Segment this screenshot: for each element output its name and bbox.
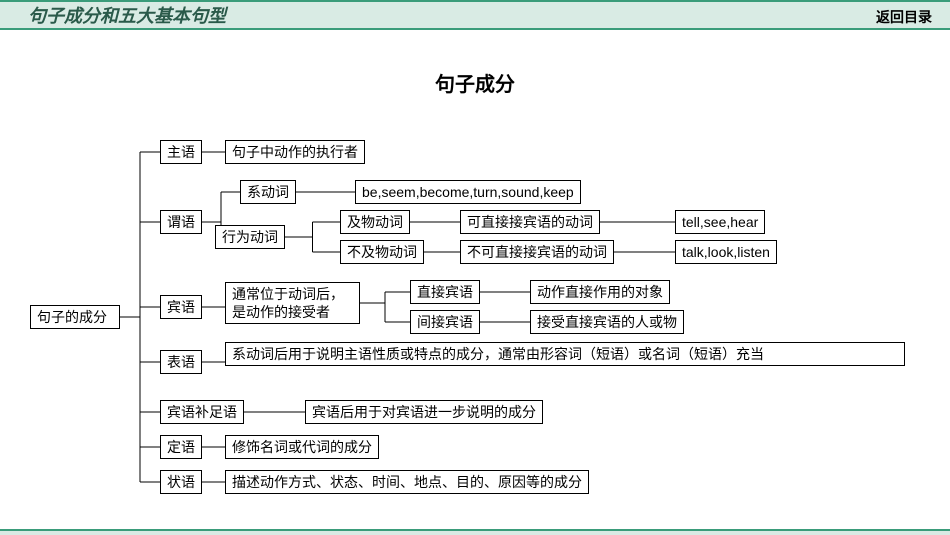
node-objcomp-desc: 宾语后用于对宾语进一步说明的成分 (305, 400, 543, 424)
node-actionverb: 行为动词 (215, 225, 285, 249)
node-subject-desc: 句子中动作的执行者 (225, 140, 365, 164)
header-bar: 句子成分和五大基本句型 返回目录 (0, 0, 950, 30)
node-directobj: 直接宾语 (410, 280, 480, 304)
node-adverbial-desc: 描述动作方式、状态、时间、地点、目的、原因等的成分 (225, 470, 589, 494)
node-object-desc: 通常位于动词后，是动作的接受者 (225, 282, 360, 324)
node-attributive: 定语 (160, 435, 202, 459)
node-intransitive-desc: 不可直接接宾语的动词 (460, 240, 614, 264)
node-subject: 主语 (160, 140, 202, 164)
footer-bar (0, 529, 950, 535)
node-root: 句子的成分 (30, 305, 120, 329)
node-object: 宾语 (160, 295, 202, 319)
back-link[interactable]: 返回目录 (876, 7, 932, 27)
node-directobj-desc: 动作直接作用的对象 (530, 280, 670, 304)
node-objcomp: 宾语补足语 (160, 400, 244, 424)
node-transitive-examples: tell,see,hear (675, 210, 765, 234)
node-intransitive: 不及物动词 (340, 240, 424, 264)
node-predicative: 表语 (160, 350, 202, 374)
node-transitive-desc: 可直接接宾语的动词 (460, 210, 600, 234)
node-adverbial: 状语 (160, 470, 202, 494)
header-title: 句子成分和五大基本句型 (28, 2, 226, 28)
diagram-title: 句子成分 (0, 68, 950, 97)
node-predicate: 谓语 (160, 210, 202, 234)
node-attributive-desc: 修饰名词或代词的成分 (225, 435, 379, 459)
node-transitive: 及物动词 (340, 210, 410, 234)
node-linkverb-examples: be,seem,become,turn,sound,keep (355, 180, 581, 204)
node-indirectobj: 间接宾语 (410, 310, 480, 334)
node-indirectobj-desc: 接受直接宾语的人或物 (530, 310, 684, 334)
node-intransitive-examples: talk,look,listen (675, 240, 777, 264)
diagram-canvas: 句子成分 句子的成分 主语 句子中动作的执行者 谓语 系动词 be,seem,b… (0, 30, 950, 529)
node-linkverb: 系动词 (240, 180, 296, 204)
node-predicative-desc: 系动词后用于说明主语性质或特点的成分，通常由形容词（短语）或名词（短语）充当 (225, 342, 905, 366)
